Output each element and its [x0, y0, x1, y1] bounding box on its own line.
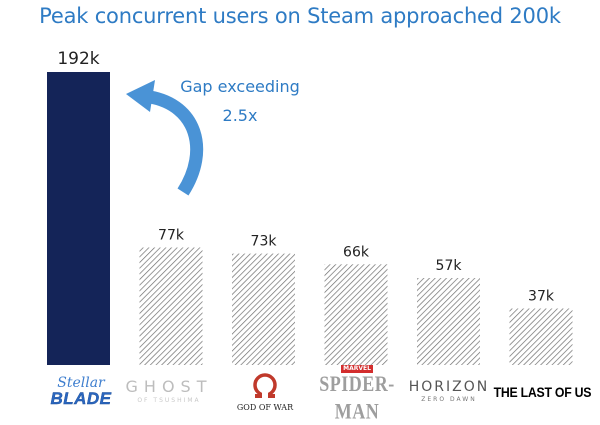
god-of-war-logo: GOD OF WAR: [232, 366, 298, 418]
horizon-logo-bottom: ZERO DAWN: [421, 396, 477, 403]
stellar-blade-logo-bottom: BLADE: [50, 389, 112, 408]
omega-icon: [253, 372, 277, 398]
annotation-line2: 2.5x: [222, 106, 258, 125]
spider-man-logo-text: SPIDER-MAN: [319, 370, 395, 424]
value-label-marvel-s-spider-man: 66k: [343, 244, 370, 260]
value-label-ghost-of-tsushima: 77k: [158, 228, 185, 244]
marvel-badge: MARVEL: [341, 365, 373, 373]
bar-ghost-of-tsushima: [139, 247, 203, 365]
value-label-god-of-war: 73k: [251, 234, 278, 250]
ghost-logo-top: GHOST: [125, 377, 213, 396]
chart-title: Peak concurrent users on Steam approache…: [39, 4, 561, 28]
god-of-war-logo-text: GOD OF WAR: [236, 402, 294, 412]
game-logos: Stellar BLADE GHOST OF TSUSHIMA GOD OF W…: [0, 365, 600, 423]
value-label-horizon-zero-dawn: 57k: [436, 258, 463, 274]
ghost-of-tsushima-logo: GHOST OF TSUSHIMA: [124, 366, 214, 418]
gap-annotation: Gap exceeding 2.5x: [170, 72, 310, 130]
the-last-of-us-logo: THE LAST OF US: [493, 366, 591, 418]
value-label-stellar-blade: 192k: [57, 49, 99, 69]
ghost-logo-bottom: OF TSUSHIMA: [137, 397, 201, 404]
bar-marvel-s-spider-man: [324, 264, 388, 365]
stellar-blade-logo: Stellar BLADE: [40, 366, 122, 418]
gap-arrow: [126, 80, 204, 196]
bar-horizon-zero-dawn: [417, 278, 480, 365]
horizon-logo-top: HORIZON: [408, 379, 490, 395]
stellar-blade-logo-top: Stellar: [57, 375, 105, 391]
spider-man-logo: MARVEL SPIDER-MAN: [312, 365, 402, 423]
bar-god-of-war: [232, 253, 295, 365]
value-label-the-last-of-us: 37k: [528, 289, 555, 305]
bar-stellar-blade: [47, 72, 110, 365]
annotation-line1: Gap exceeding: [180, 77, 300, 96]
arrow-shaft: [148, 90, 204, 196]
bar-the-last-of-us: [509, 308, 573, 365]
horizon-zero-dawn-logo: HORIZON ZERO DAWN: [408, 366, 490, 418]
arrow-head: [126, 80, 155, 112]
the-last-of-us-logo-text: THE LAST OF US: [493, 384, 591, 400]
